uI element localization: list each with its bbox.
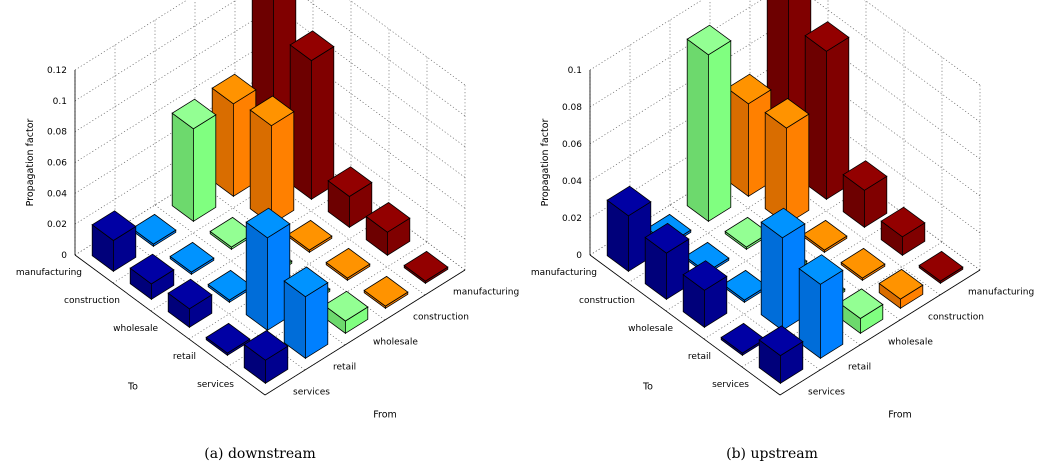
bar: [243, 330, 289, 385]
z-tick-label: 0.1: [568, 66, 582, 76]
to-tick-label: services: [197, 380, 234, 390]
bar: [171, 98, 217, 223]
bar: [760, 207, 806, 332]
bar: [283, 266, 329, 360]
to-tick-label: retail: [688, 352, 711, 362]
from-tick-label: retail: [848, 363, 871, 373]
z-tick-label: 0.04: [47, 189, 67, 199]
from-axis-label: From: [373, 410, 397, 421]
z-tick-label: 0: [61, 251, 67, 261]
bar: [325, 247, 371, 282]
to-axis-label: To: [127, 382, 138, 393]
from-tick-label: wholesale: [888, 338, 933, 348]
from-tick-label: wholesale: [373, 338, 418, 348]
bar: [880, 206, 926, 257]
from-tick-label: construction: [928, 313, 984, 323]
bar: [726, 73, 772, 198]
bar: [207, 269, 253, 304]
bar: [764, 98, 810, 226]
bar: [644, 222, 690, 301]
from-tick-labels: services retail wholesale construction manuf…: [808, 288, 1034, 398]
bar: [323, 290, 369, 335]
bar: [798, 254, 844, 360]
from-tick-labels: services retail wholesale construction manuf…: [293, 288, 519, 398]
bars: [606, 0, 964, 385]
bar: [167, 278, 213, 329]
z-axis-label: Propagation factor: [25, 118, 36, 206]
bar: [327, 166, 373, 229]
bar: [878, 268, 924, 310]
figure-caption: (b) upstream: [726, 446, 818, 462]
bar: [842, 160, 888, 229]
bar: [129, 253, 175, 301]
bar: [840, 247, 886, 282]
bar: [918, 250, 964, 285]
bar: [205, 322, 251, 357]
z-tick-label: 0.02: [47, 220, 67, 230]
bar: [169, 241, 215, 276]
from-tick-label: manufacturing: [453, 288, 519, 298]
from-tick-label: services: [293, 388, 330, 398]
bar: [758, 325, 804, 385]
bar: [804, 21, 850, 201]
figure-caption: (a) downstream: [204, 446, 316, 462]
bar: [365, 202, 411, 257]
bar: [682, 260, 728, 329]
bar: [211, 73, 257, 198]
plot-upstream: 0 0.02 0.04 0.06 0.08 0.1 Propagation factor ma…: [531, 0, 1034, 462]
bar: [722, 269, 768, 304]
from-axis-label: From: [888, 410, 912, 421]
bar: [606, 185, 652, 273]
bar: [838, 288, 884, 335]
z-tick-label: 0.08: [562, 103, 582, 113]
z-tick-label: 0.06: [562, 140, 582, 150]
bar: [249, 95, 295, 226]
to-axis-label: To: [642, 382, 653, 393]
z-axis-label: Propagation factor: [540, 118, 551, 206]
from-tick-label: retail: [333, 363, 356, 373]
bars: [91, 0, 449, 385]
bar: [720, 322, 766, 357]
bar: [91, 210, 137, 273]
bar: [403, 250, 449, 285]
from-tick-label: services: [808, 388, 845, 398]
to-tick-label: manufacturing: [16, 268, 82, 278]
from-tick-label: manufacturing: [968, 288, 1034, 298]
bar: [802, 219, 848, 254]
bar: [131, 213, 177, 248]
z-tick-label: 0.12: [47, 66, 67, 76]
to-tick-label: services: [712, 380, 749, 390]
z-tick-label: 0.04: [562, 177, 582, 187]
z-tick-label: 0.06: [47, 159, 67, 169]
to-tick-label: construction: [579, 296, 635, 306]
z-tick-label: 0: [576, 251, 582, 261]
bar: [287, 219, 333, 254]
from-tick-label: construction: [413, 313, 469, 323]
to-tick-labels: manufacturing construction wholesale retail…: [16, 268, 234, 390]
bar: [289, 30, 335, 201]
z-tick-labels: 0 0.02 0.04 0.06 0.08 0.1 0.12: [47, 66, 67, 261]
to-tick-labels: manufacturing construction wholesale retail…: [531, 268, 749, 390]
z-tick-label: 0.08: [47, 128, 67, 138]
to-tick-label: wholesale: [113, 324, 158, 334]
to-tick-label: construction: [64, 296, 120, 306]
z-tick-labels: 0 0.02 0.04 0.06 0.08 0.1: [562, 66, 582, 261]
to-tick-label: wholesale: [628, 324, 673, 334]
z-tick-label: 0.1: [53, 97, 67, 107]
bar: [686, 24, 732, 223]
z-tick-label: 0.02: [562, 214, 582, 224]
plot-downstream: 0 0.02 0.04 0.06 0.08 0.1 0.12 Propagation fact…: [16, 0, 519, 462]
bar: [363, 275, 409, 310]
to-tick-label: retail: [173, 352, 196, 362]
bar: [245, 207, 291, 332]
to-tick-label: manufacturing: [531, 268, 597, 278]
